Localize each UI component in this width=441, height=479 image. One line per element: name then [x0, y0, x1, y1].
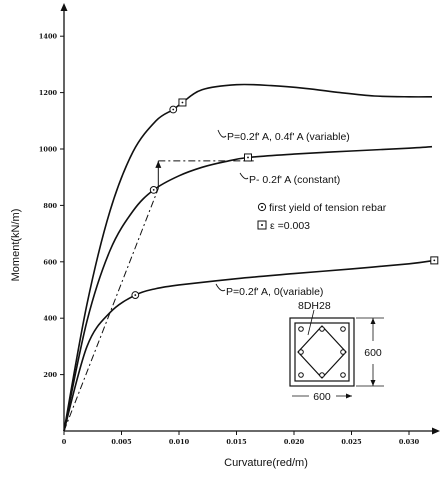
x-axis-arrow: [432, 427, 440, 435]
marker-ultimate-dot-1: [181, 101, 184, 104]
y-tick-label-1: 400: [43, 315, 57, 323]
legend-strain-marker: [257, 220, 267, 230]
curve3-label: P=0.2f' A, 0(variable): [226, 286, 323, 298]
curve-3: [63, 259, 435, 432]
legend-yield-marker: [257, 202, 267, 212]
x-tick-label-2: 0.010: [169, 438, 190, 446]
section-outer: [289, 317, 355, 387]
section-stirrup: [294, 322, 350, 382]
bilinear-line: [63, 160, 254, 432]
x-tick-label-3: 0.015: [226, 438, 247, 446]
markers: [131, 98, 439, 299]
y-tick-label-0: 200: [43, 371, 57, 379]
y-tick-label-5: 1200: [39, 89, 58, 97]
curve1-label: P=0.2f' A, 0.4f' A (variable): [227, 131, 350, 143]
cross-section-diagram: 8DH28 600 600: [289, 300, 384, 403]
height-label: 600: [364, 347, 382, 359]
curve2-leader: [239, 172, 249, 180]
y-tick-label-3: 800: [43, 202, 57, 210]
y-axis-label: Moment(kN/m): [10, 209, 22, 282]
height-arrow-top: [370, 318, 376, 324]
y-tick-label-6: 1400: [39, 33, 58, 41]
rebar-7: [340, 372, 346, 378]
curve2-label: P- 0.2f' A (constant): [249, 174, 340, 186]
bilinear-arrow: [155, 160, 162, 168]
marker-yield-dot-0: [172, 108, 175, 111]
x-tick-label-1: 0.005: [111, 438, 132, 446]
legend: first yield of tension rebar ε =0.003: [257, 202, 387, 232]
marker-yield-dot-2: [152, 188, 155, 191]
x-tick-label-5: 0.025: [341, 438, 362, 446]
curve-1: [63, 83, 433, 432]
marker-ultimate-dot-5: [433, 259, 436, 262]
rebar-leader: [307, 309, 315, 336]
x-tick-label-6: 0.030: [399, 438, 420, 446]
height-arrow-bottom: [370, 380, 376, 386]
bilinear-elastic-segment: [63, 188, 159, 432]
y-tick-label-4: 1000: [39, 146, 58, 154]
curve-2: [63, 145, 433, 432]
section-rebars: [298, 326, 346, 378]
x-ticks: 0 0.005 0.010 0.015 0.020 0.025 0.030: [62, 431, 420, 446]
section-diamond-tie: [297, 325, 347, 379]
curve3-leader: [215, 283, 226, 292]
width-label: 600: [313, 391, 331, 403]
y-tick-label-2: 600: [43, 258, 57, 266]
x-tick-label-0: 0: [62, 438, 67, 446]
y-axis-arrow: [60, 3, 68, 11]
x-tick-label-4: 0.020: [284, 438, 305, 446]
chart-axes: [60, 3, 440, 435]
rebar-0: [298, 326, 304, 332]
rebar-6: [319, 372, 325, 378]
x-axis-label: Curvature(red/m): [224, 457, 308, 469]
rebar-1: [319, 326, 325, 332]
rebar-2: [340, 326, 346, 332]
curves: [63, 83, 435, 432]
legend-strain-label: ε =0.003: [270, 220, 310, 232]
rebar-5: [298, 372, 304, 378]
rebar-3: [298, 349, 304, 355]
rebar-4: [340, 349, 346, 355]
rebar-label: 8DH28: [298, 300, 331, 312]
width-arrow-right: [346, 393, 352, 399]
y-ticks: 200 400 600 800 1000 1200 1400: [39, 33, 64, 379]
marker-ultimate-dot-3: [247, 156, 249, 159]
curve1-leader: [217, 129, 227, 138]
marker-yield-dot-4: [134, 294, 137, 296]
legend-yield-label: first yield of tension rebar: [269, 202, 387, 214]
annotation-leaders: [215, 129, 249, 292]
